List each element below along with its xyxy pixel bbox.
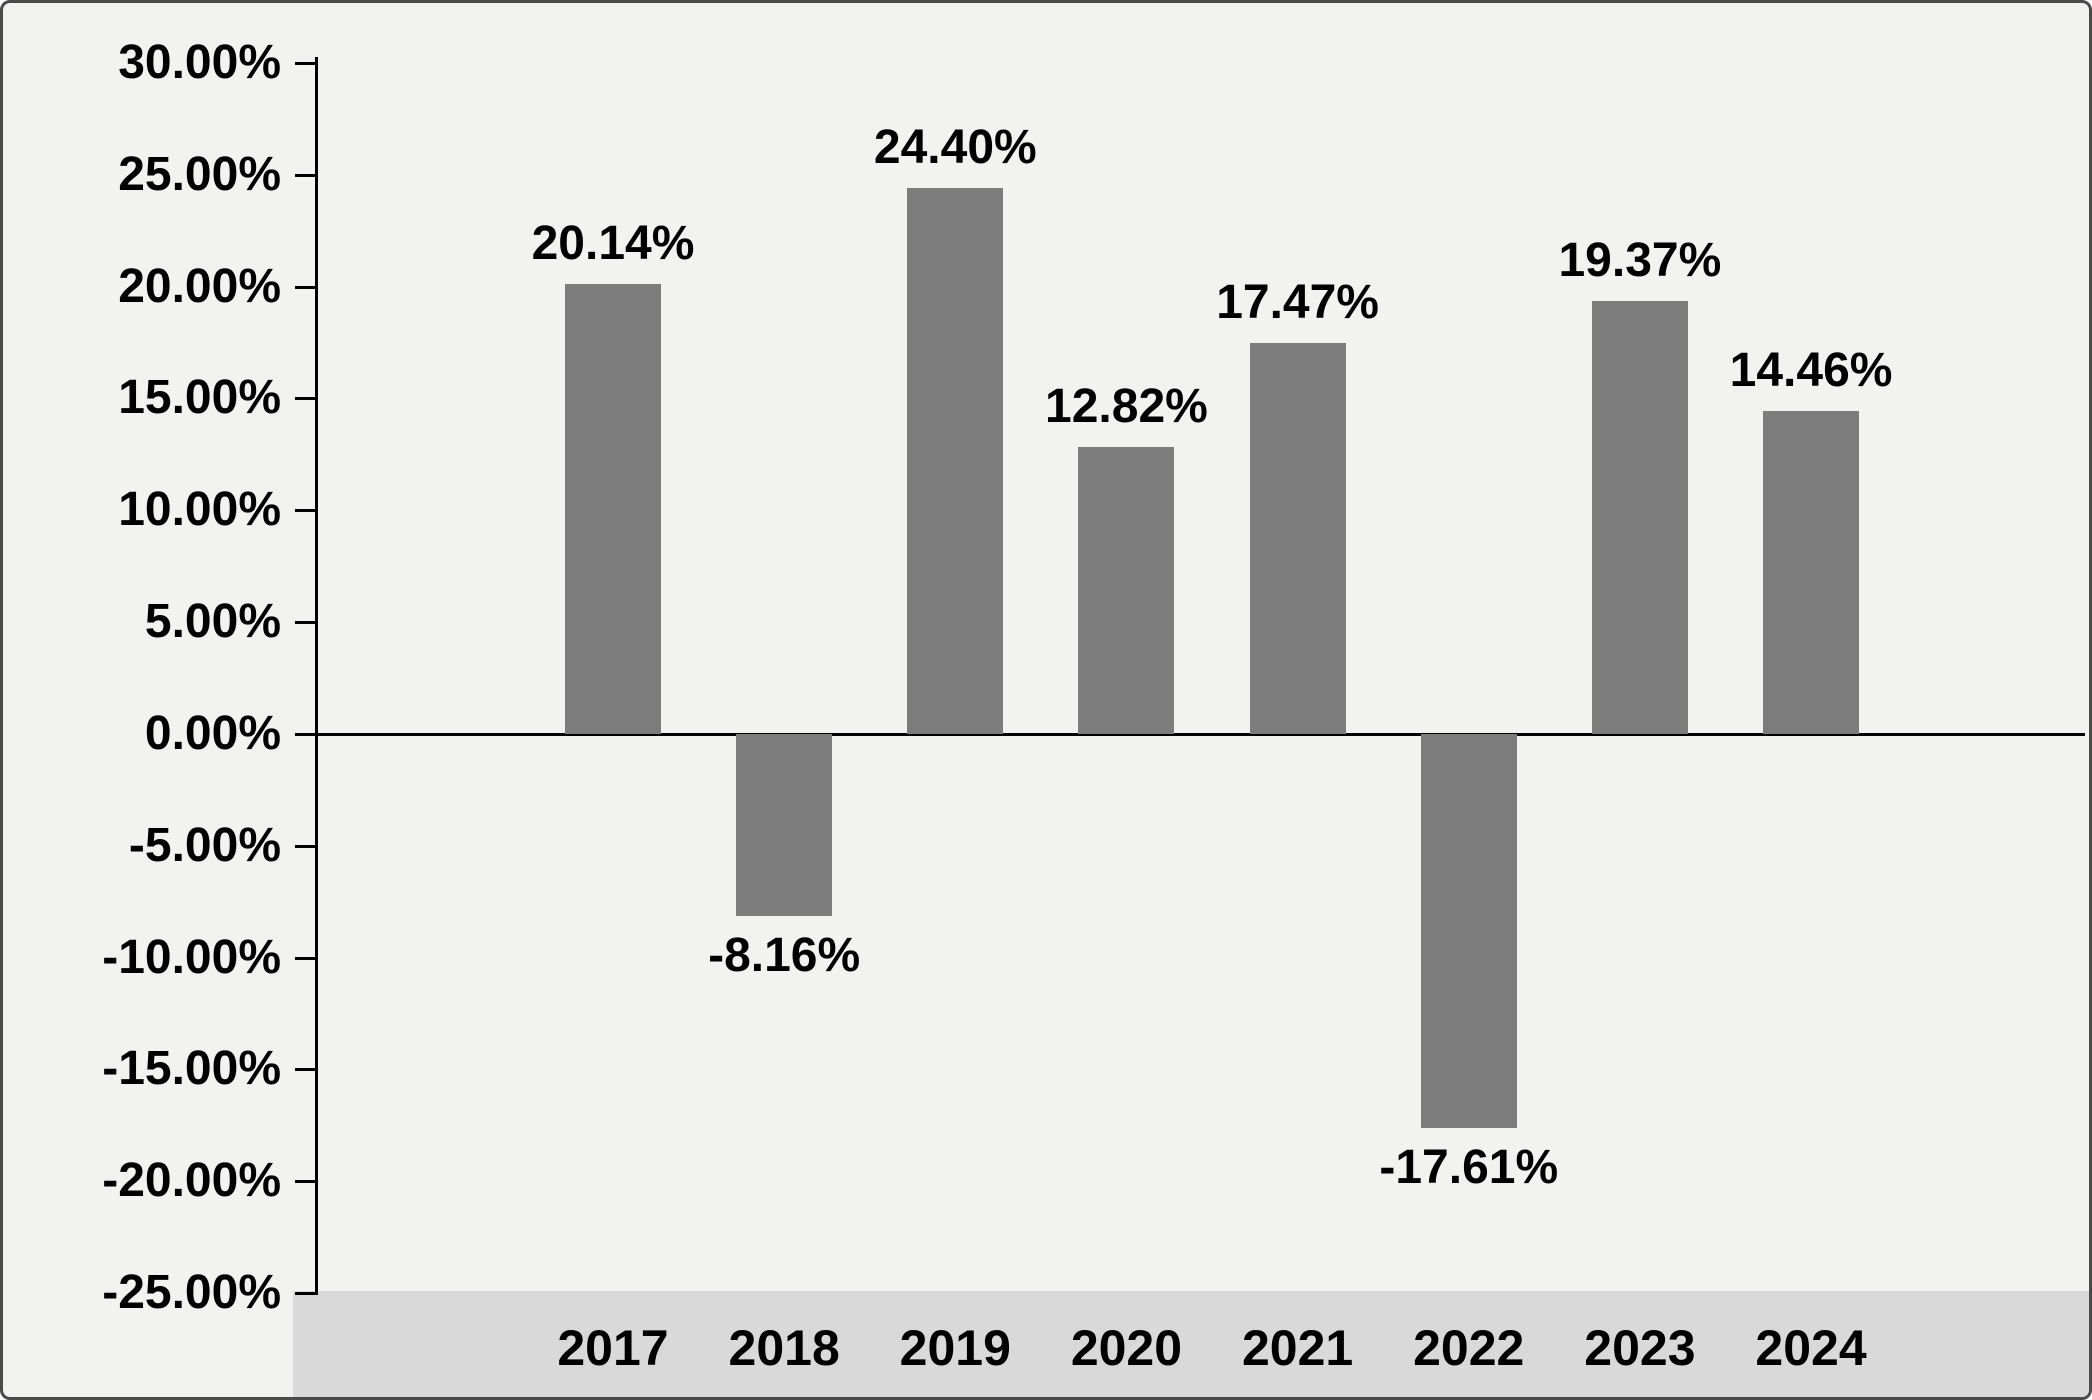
- data-label-2019: 24.40%: [873, 121, 1037, 175]
- y-axis-tick-label: -20.00%: [102, 1154, 281, 1208]
- y-axis-tick-label: -15.00%: [102, 1042, 281, 1096]
- x-tick-label-2018: 2018: [728, 1320, 840, 1376]
- y-axis-tick-label: 0.00%: [144, 706, 281, 760]
- y-axis-tick-label: 10.00%: [118, 483, 281, 537]
- bar-2018: [736, 733, 833, 917]
- y-axis-tick-label: -5.00%: [128, 818, 281, 872]
- y-axis-tick: [295, 397, 315, 401]
- x-axis-band: [293, 1291, 2089, 1397]
- y-axis-tick-label: -10.00%: [102, 930, 281, 984]
- bar-2017: [565, 283, 661, 734]
- y-axis-tick: [295, 285, 315, 289]
- y-axis-tick-label: 20.00%: [118, 259, 281, 313]
- x-axis-line: [315, 732, 2085, 736]
- x-tick-label-2017: 2017: [557, 1320, 669, 1376]
- bar-2021: [1249, 343, 1346, 734]
- data-label-2020: 12.82%: [1045, 380, 1208, 434]
- bar-2023: [1591, 300, 1688, 734]
- bar-2019: [907, 188, 1004, 734]
- y-axis-tick-label: 15.00%: [118, 371, 281, 425]
- y-axis-tick-label: 25.00%: [118, 147, 281, 201]
- y-axis-tick: [295, 62, 315, 65]
- y-axis-tick: [295, 1180, 315, 1184]
- y-axis-tick: [295, 1292, 315, 1295]
- y-axis-tick: [295, 956, 315, 960]
- y-axis-tick: [295, 844, 315, 848]
- x-tick-label-2020: 2020: [1070, 1320, 1183, 1376]
- y-axis-tick-label: -25.00%: [102, 1266, 281, 1319]
- x-tick-label-2021: 2021: [1241, 1320, 1354, 1376]
- data-label-2017: 20.14%: [531, 216, 695, 270]
- x-tick-label-2024: 2024: [1755, 1320, 1867, 1376]
- x-tick-label-2023: 2023: [1584, 1320, 1696, 1376]
- y-axis-tick-label: 5.00%: [144, 595, 281, 649]
- y-axis-tick: [295, 732, 315, 736]
- x-tick-label-2022: 2022: [1413, 1320, 1525, 1376]
- data-label-2018: -8.16%: [708, 929, 861, 983]
- data-label-2022: -17.61%: [1379, 1140, 1559, 1194]
- y-axis-tick-label: 30.00%: [118, 36, 281, 89]
- bar-2020: [1078, 447, 1175, 734]
- y-axis-tick: [295, 173, 315, 177]
- bar-2024: [1763, 410, 1860, 734]
- y-axis-tick: [295, 1068, 315, 1072]
- y-axis-line: [315, 57, 318, 1295]
- data-label-2024: 14.46%: [1729, 343, 1893, 397]
- y-axis-tick: [295, 621, 315, 625]
- data-label-2023: 19.37%: [1558, 233, 1722, 287]
- y-axis-tick: [295, 509, 315, 513]
- x-tick-label-2019: 2019: [899, 1320, 1011, 1376]
- bar-2022: [1420, 733, 1517, 1128]
- data-label-2021: 17.47%: [1216, 276, 1379, 330]
